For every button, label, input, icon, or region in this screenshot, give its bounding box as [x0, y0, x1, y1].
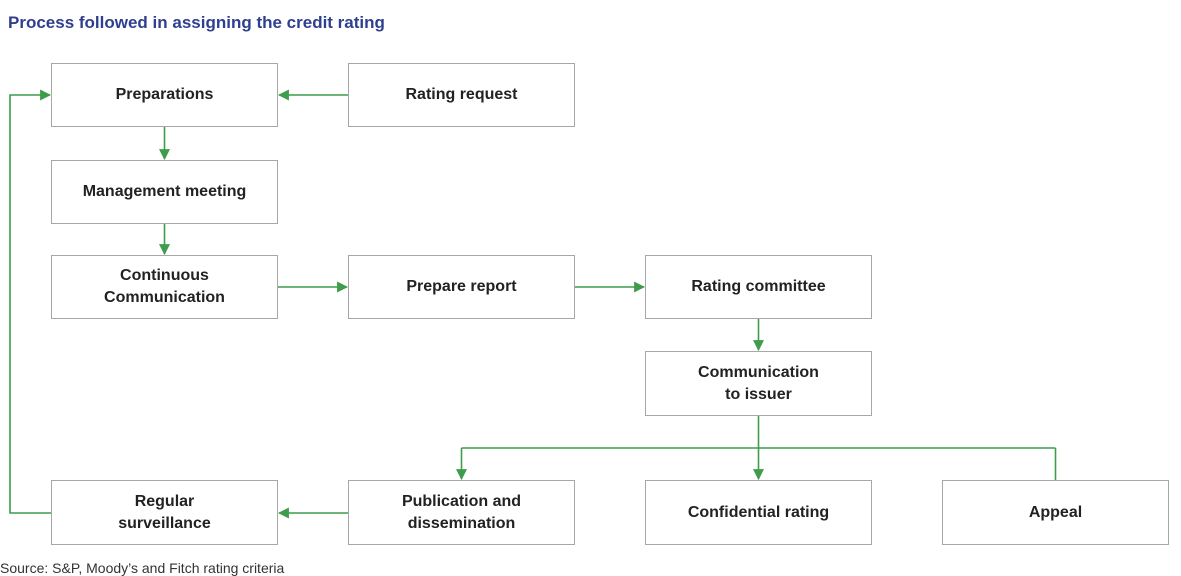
node-preparations: Preparations [51, 63, 278, 127]
node-regular-surveillance: Regular surveillance [51, 480, 278, 545]
node-appeal: Appeal [942, 480, 1169, 545]
node-management-meeting: Management meeting [51, 160, 278, 224]
source-note: Source: S&P, Moody’s and Fitch rating cr… [0, 560, 285, 576]
node-communication-to-issuer: Communication to issuer [645, 351, 872, 416]
arrow-surveillance-to-preparations [9, 89, 52, 514]
node-rating-committee: Rating committee [645, 255, 872, 319]
node-publication-and-dissemination: Publication and dissemination [348, 480, 575, 545]
node-prepare-report: Prepare report [348, 255, 575, 319]
node-continuous-communication: Continuous Communication [51, 255, 278, 319]
node-rating-request: Rating request [348, 63, 575, 127]
diagram-title: Process followed in assigning the credit… [8, 13, 385, 32]
node-confidential-rating: Confidential rating [645, 480, 872, 545]
